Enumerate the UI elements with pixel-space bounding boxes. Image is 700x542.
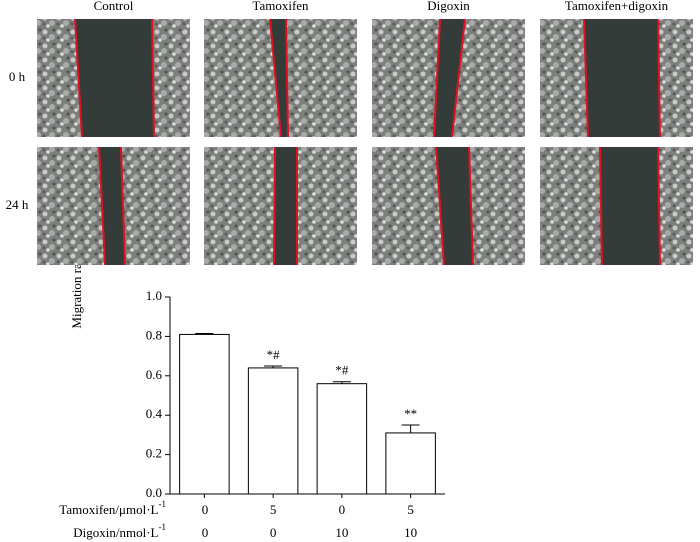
y-tick-label: 0.4 <box>146 406 163 421</box>
x-row-value: 0 <box>202 525 209 540</box>
wound-gap <box>434 19 465 137</box>
error-bar <box>264 365 283 368</box>
y-tick-label: 1.0 <box>146 288 162 303</box>
x-row-label-text: Tamoxifen/μmol·L <box>59 502 158 517</box>
x-row-label-sup: -1 <box>159 522 167 532</box>
row-label: 0 h <box>9 69 26 84</box>
wound-edge <box>269 18 282 138</box>
wound-gap <box>99 147 125 265</box>
wound-edge <box>435 146 445 266</box>
bar <box>247 367 299 495</box>
significance-label: *# <box>335 363 349 378</box>
wound-edge <box>433 18 441 138</box>
wound-edge <box>151 18 155 138</box>
y-tick-label: 0.8 <box>146 327 162 342</box>
x-row-value: 10 <box>335 525 348 540</box>
significance-label: ** <box>404 406 417 421</box>
bar <box>316 383 368 495</box>
wound-edge <box>285 18 289 138</box>
wound-edge <box>657 18 661 138</box>
wound-edge <box>98 146 106 266</box>
wound-edge <box>74 18 83 138</box>
y-tick-label: 0.2 <box>146 446 162 461</box>
y-tick-label: 0.6 <box>146 367 163 382</box>
x-row-value: 5 <box>407 502 414 517</box>
wound-edge <box>120 146 126 266</box>
x-row-value: 0 <box>270 525 277 540</box>
wound-gap <box>75 19 154 137</box>
x-row-value: 0 <box>202 502 209 517</box>
x-row-label-text: Digoxin/nmol·L <box>73 525 158 540</box>
column-label: Tamoxifen+digoxin <box>565 0 669 13</box>
row-label: 24 h <box>6 197 29 212</box>
column-label: Tamoxifen <box>252 0 309 13</box>
error-bar <box>401 424 420 433</box>
x-row-label-sup: -1 <box>159 499 167 509</box>
x-row-label: Digoxin/nmol·L-1 <box>73 522 166 540</box>
error-bar <box>195 332 214 335</box>
x-row-label: Tamoxifen/μmol·L-1 <box>59 499 166 517</box>
bar <box>385 432 436 495</box>
y-tick-label: 0.0 <box>146 485 162 500</box>
wound-edge <box>468 146 474 266</box>
wound-edge <box>599 146 603 266</box>
significance-label: *# <box>267 347 281 362</box>
column-label: Control <box>94 0 134 13</box>
x-row-value: 10 <box>404 525 417 540</box>
x-row-value: 0 <box>339 502 346 517</box>
wound-gap <box>600 147 660 265</box>
wound-edge <box>273 146 276 266</box>
column-label: Digoxin <box>427 0 470 13</box>
wound-gap <box>270 19 288 137</box>
wound-edge <box>451 18 466 138</box>
wound-edge <box>583 18 589 138</box>
x-row-value: 5 <box>270 502 277 517</box>
error-bar <box>332 381 351 384</box>
wound-edge <box>657 146 661 266</box>
wound-gap <box>436 147 473 265</box>
wound-gap <box>274 147 297 265</box>
bar <box>179 333 230 495</box>
wound-gap <box>584 19 660 137</box>
